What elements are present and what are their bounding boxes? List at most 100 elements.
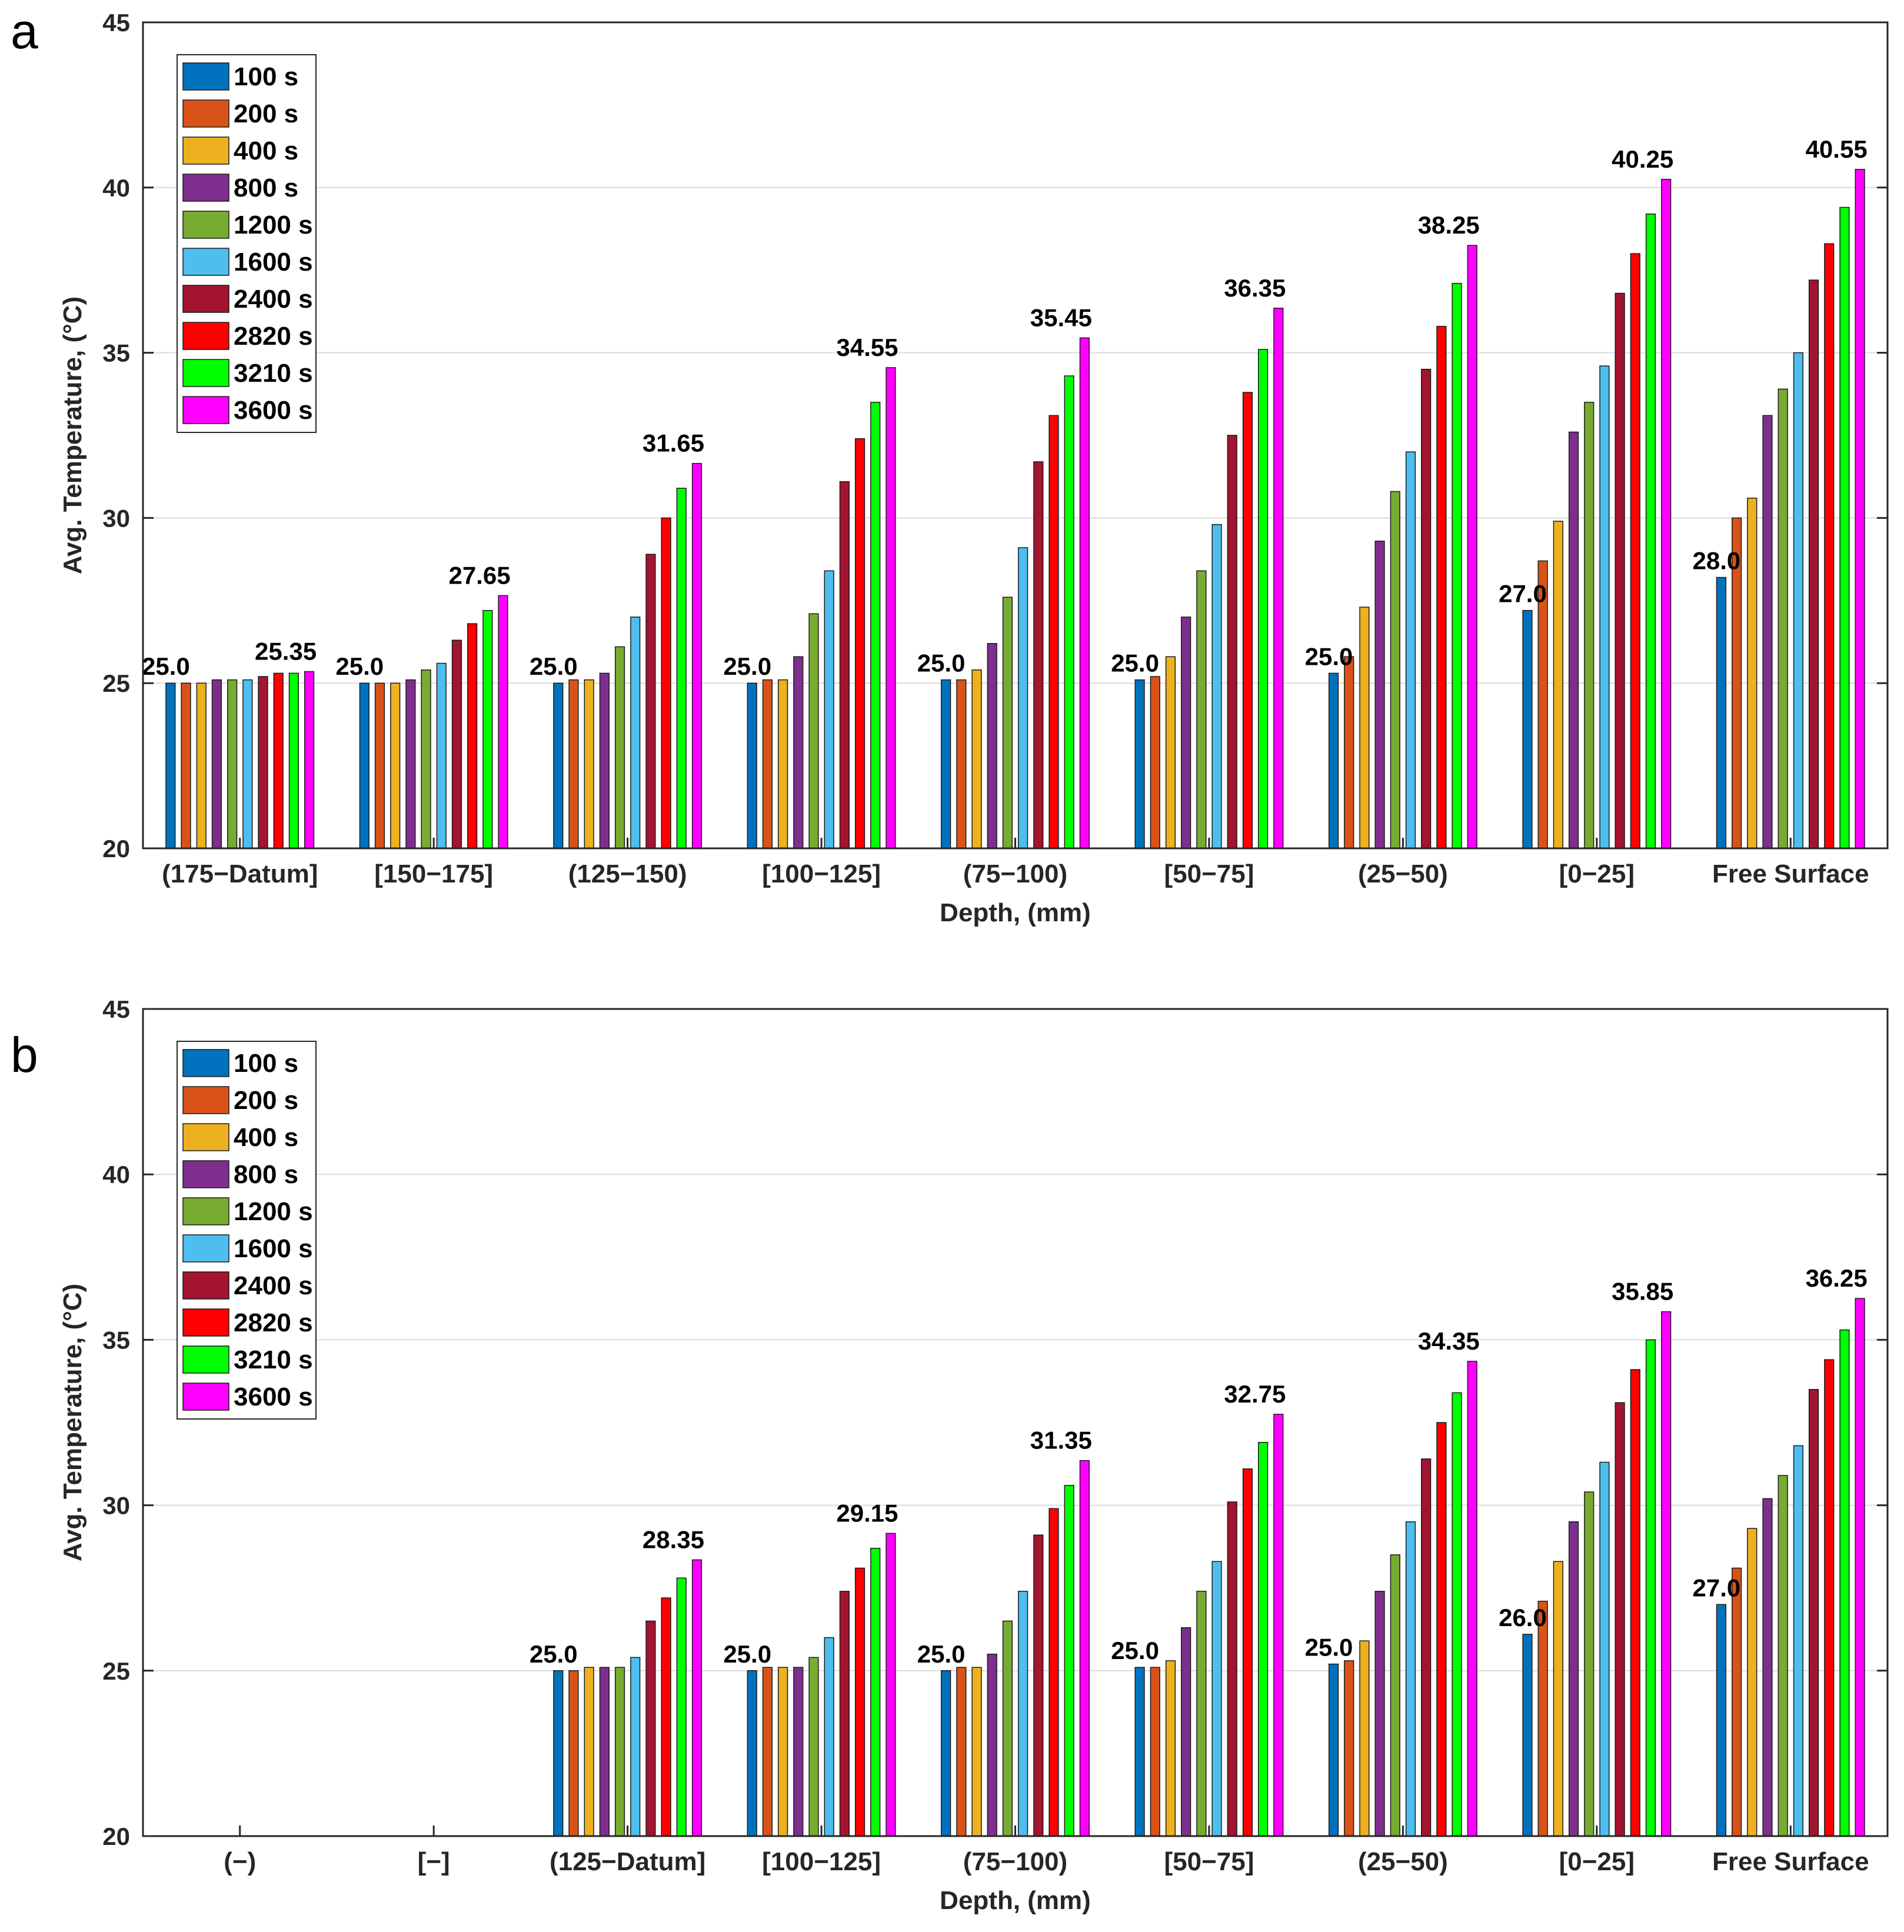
legend-swatch (182, 396, 229, 424)
legend-entry: 800 s (234, 174, 298, 202)
x-tick-label: [150−175] (374, 860, 493, 888)
bar (1017, 547, 1028, 849)
bar (498, 595, 508, 849)
data-label-first: 27.0 (1499, 580, 1547, 608)
legend-swatch (182, 1086, 229, 1114)
legend-entry: 1200 s (234, 211, 313, 239)
legend-entry: 1200 s (234, 1197, 313, 1226)
legend-swatch (182, 359, 229, 387)
legend-entry: 100 s (234, 62, 298, 91)
legend-entry: 100 s (234, 1049, 298, 1078)
bar (762, 679, 773, 849)
bar (1839, 1329, 1850, 1837)
bar (1273, 308, 1284, 849)
x-tick-label: (−) (224, 1847, 256, 1876)
bar (1017, 1591, 1028, 1837)
legend-swatch (182, 136, 229, 165)
bar (421, 669, 431, 849)
bar (599, 672, 610, 849)
bar (599, 1667, 610, 1837)
legend-swatch (182, 211, 229, 239)
legend-entry: 1600 s (234, 1234, 313, 1263)
bar (956, 1667, 967, 1837)
x-tick-label: [100−125] (762, 860, 881, 888)
bar (793, 656, 804, 849)
x-axis-ticks: (175−Datum] [150−175] (125−150) [100−125] (7… (162, 838, 1869, 888)
bar (614, 646, 625, 849)
data-label-first: 25.0 (1305, 642, 1353, 670)
bar (1405, 1521, 1416, 1837)
bar (242, 679, 253, 849)
bar (1661, 1311, 1672, 1837)
data-label-first: 25.0 (723, 652, 771, 680)
data-label-first: 25.0 (1305, 1634, 1353, 1661)
x-axis-ticks: (−) [−] (125−Datum] [100−125] (75−100) [50−75… (224, 1826, 1869, 1876)
legend-entry: 400 s (234, 136, 298, 165)
legend-swatch (182, 1049, 229, 1077)
x-axis-label: Depth, (mm) (940, 898, 1091, 927)
y-tick-label: 45 (102, 9, 130, 36)
bar (584, 1667, 594, 1837)
legend-swatch (182, 285, 229, 313)
bar (1273, 1414, 1284, 1837)
legend-entry: 800 s (234, 1160, 298, 1189)
bar (553, 682, 564, 849)
bar (987, 643, 997, 849)
bar (359, 682, 370, 849)
x-tick-label: (25−50) (1358, 1847, 1448, 1876)
legend: 100 s 200 s 400 s 800 s 1200 s 1600 s 2400 s 28… (177, 1041, 317, 1420)
chart-panel-b: 25.0 28.35 25.0 29.15 25.0 31.35 25.0 32.75 25.0… (58, 995, 1889, 1915)
x-tick-label: (175−Datum] (162, 860, 318, 888)
y-tick-label: 40 (102, 174, 130, 202)
bar (1390, 491, 1400, 849)
data-labels: 25.0 25.35 25.0 27.65 25.0 31.65 25.0 34.55 25.0… (142, 135, 1868, 680)
bar (1762, 1498, 1773, 1837)
x-axis-label: Depth, (mm) (940, 1886, 1091, 1915)
bar (839, 481, 850, 849)
bar (1227, 1501, 1237, 1837)
data-label-last: 31.35 (1030, 1427, 1092, 1454)
bar (1645, 213, 1656, 849)
bar (1181, 1627, 1191, 1837)
bar (630, 1657, 641, 1837)
data-label-last: 38.25 (1418, 211, 1480, 239)
bar (1522, 609, 1533, 849)
bar (1421, 368, 1432, 849)
bar (1196, 570, 1207, 849)
bar (1467, 1361, 1477, 1837)
bar (777, 679, 788, 849)
bar (1808, 1389, 1819, 1837)
bar (676, 488, 687, 849)
bar (1839, 206, 1850, 849)
x-tick-label: [−] (418, 1847, 450, 1876)
bar (1258, 349, 1269, 849)
legend-entry: 2820 s (234, 322, 313, 351)
x-tick-label: [50−75] (1164, 860, 1254, 888)
bar (1855, 1298, 1865, 1837)
data-label-last: 35.45 (1030, 304, 1092, 331)
legend-entry: 3600 s (234, 396, 313, 425)
legend-entry: 3600 s (234, 1383, 313, 1411)
bar (568, 1670, 579, 1837)
bar (1242, 392, 1253, 849)
x-tick-label: (75−100) (963, 1847, 1067, 1876)
data-label-last: 40.55 (1806, 135, 1868, 163)
bar (1793, 1445, 1803, 1837)
data-label-first: 25.0 (917, 1640, 966, 1668)
y-axis-label: Avg. Temperature, (°C) (58, 1284, 87, 1561)
data-label-first: 25.0 (142, 652, 190, 680)
data-label-last: 32.75 (1224, 1380, 1286, 1408)
bar (568, 679, 579, 849)
bar (691, 1559, 703, 1837)
y-tick-label: 45 (102, 995, 130, 1023)
bar (824, 570, 834, 849)
x-tick-label: [0−25] (1559, 860, 1635, 888)
bar (645, 554, 656, 849)
bar (1777, 388, 1788, 849)
bar (1747, 497, 1757, 849)
legend-entry: 1600 s (234, 248, 313, 277)
bar (747, 1670, 757, 1837)
legend-swatch (182, 322, 229, 350)
bar (553, 1670, 564, 1837)
